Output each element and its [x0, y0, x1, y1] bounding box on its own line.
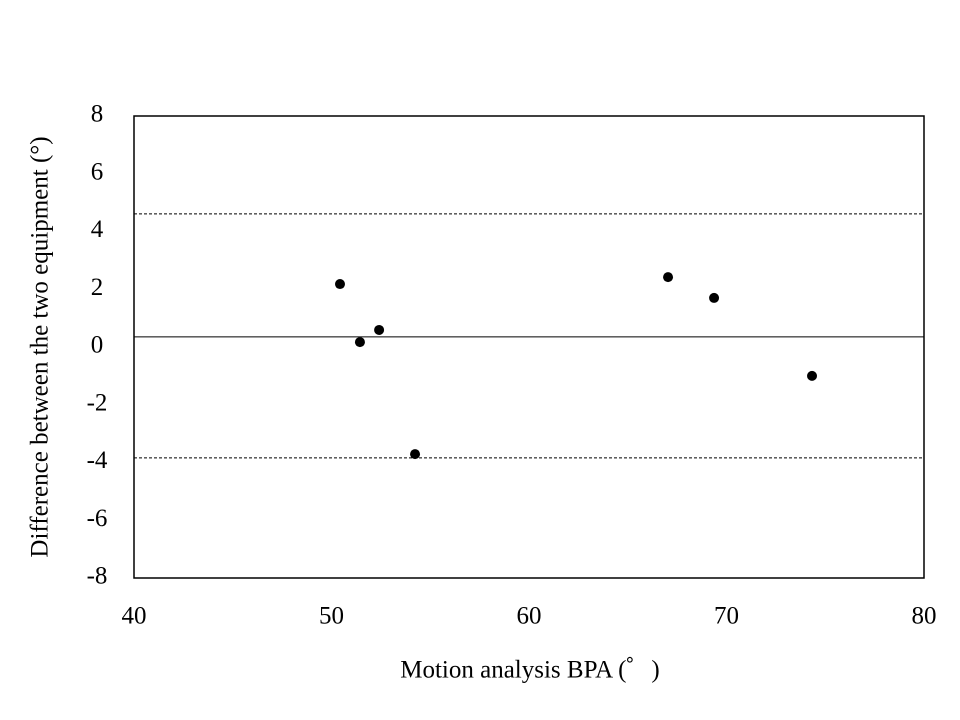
x-tick-label: 50 [319, 603, 344, 630]
y-tick-label: 8 [91, 101, 104, 128]
x-tick-label: 60 [517, 603, 542, 630]
y-tick-label: -4 [87, 447, 108, 474]
plot-frame [133, 115, 925, 579]
x-tick-label: 40 [122, 603, 147, 630]
y-tick-label: 2 [91, 274, 104, 301]
data-point [374, 324, 385, 335]
y-tick-label: 0 [91, 332, 104, 359]
data-point [354, 337, 365, 348]
y-tick-label: -8 [87, 563, 108, 590]
x-tick-label: 80 [912, 603, 937, 630]
y-axis-label: Difference between the two equipment (°) [27, 136, 54, 557]
x-axis-label: Motion analysis BPA (゜) [400, 657, 660, 684]
y-tick-label: 6 [91, 158, 104, 185]
data-point [410, 449, 421, 460]
x-tick-label: 70 [714, 603, 739, 630]
data-point [807, 370, 818, 381]
data-point [663, 272, 674, 283]
y-tick-label: -6 [87, 505, 108, 532]
data-point [334, 279, 345, 290]
y-tick-label: 4 [91, 216, 104, 243]
y-tick-label: -2 [87, 389, 108, 416]
data-point [709, 292, 720, 303]
